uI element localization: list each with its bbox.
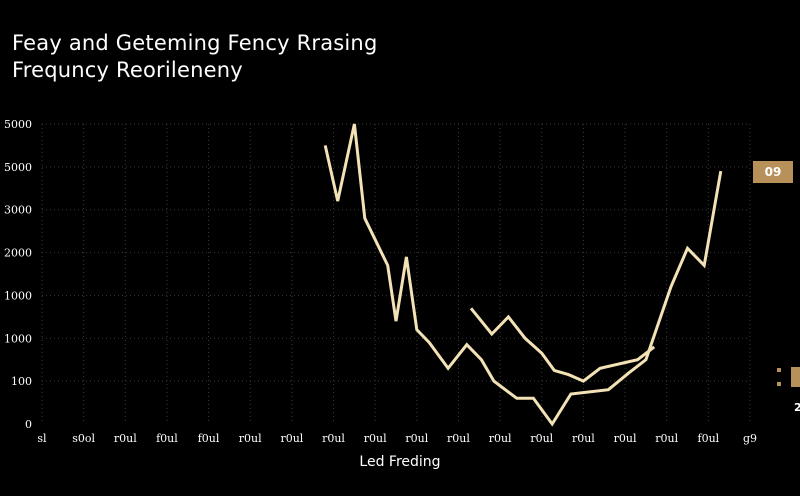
x-tick-label: sl: [37, 432, 47, 445]
x-tick-label: r0ul: [530, 432, 553, 445]
y-tick-label: 5000: [4, 161, 32, 174]
y-tick-label: 1000: [4, 289, 32, 302]
x-tick-label: r0ul: [114, 432, 137, 445]
chart-title: Feay and Geteming Fency Rrasing Frequncy…: [12, 30, 377, 84]
stray-label: 2: [794, 401, 800, 414]
x-tick-label: r0ul: [322, 432, 345, 445]
y-tick-label: 0: [25, 418, 32, 431]
legend-marker-block: [791, 367, 800, 387]
y-tick-label: 5000: [4, 118, 32, 131]
title-line-1: Feay and Geteming Fency Rrasing: [12, 31, 378, 55]
x-tick-label: f0ul: [698, 432, 720, 445]
x-tick-label: r0ul: [239, 432, 262, 445]
series-line-b: [469, 307, 656, 383]
y-axis-ticks: 0 100 1000 1000 2000 3000 5000 5000: [4, 118, 32, 431]
legend-marker-small-top: [777, 368, 781, 372]
x-tick-label: g9: [743, 432, 757, 445]
x-tick-label: r0ul: [489, 432, 512, 445]
grid-lines: [41, 123, 751, 424]
title-line-2: Frequncy Reorileneny: [12, 58, 243, 82]
x-tick-label: s0ol: [72, 432, 95, 445]
x-tick-label: r0ul: [655, 432, 678, 445]
x-tick-label: f0ul: [198, 432, 220, 445]
y-tick-label: 3000: [4, 204, 32, 217]
x-tick-label: r0ul: [572, 432, 595, 445]
value-badge: 09: [753, 161, 793, 183]
series-line-a: [323, 123, 723, 427]
x-axis-label: Led Freding: [359, 454, 441, 470]
x-axis-ticks: sl s0ol r0ul f0ul f0ul r0ul r0ul r0ul r0ul r0ul r0…: [37, 432, 757, 445]
y-tick-label: 100: [11, 375, 32, 388]
y-tick-label: 2000: [4, 247, 32, 260]
x-tick-label: r0ul: [405, 432, 428, 445]
legend-marker-small-bottom: [777, 382, 781, 386]
x-tick-label: r0ul: [614, 432, 637, 445]
x-tick-label: f0ul: [156, 432, 178, 445]
x-tick-label: r0ul: [364, 432, 387, 445]
x-tick-label: r0ul: [280, 432, 303, 445]
y-tick-label: 1000: [4, 332, 32, 345]
series-lines: [323, 123, 723, 427]
x-tick-label: r0ul: [447, 432, 470, 445]
